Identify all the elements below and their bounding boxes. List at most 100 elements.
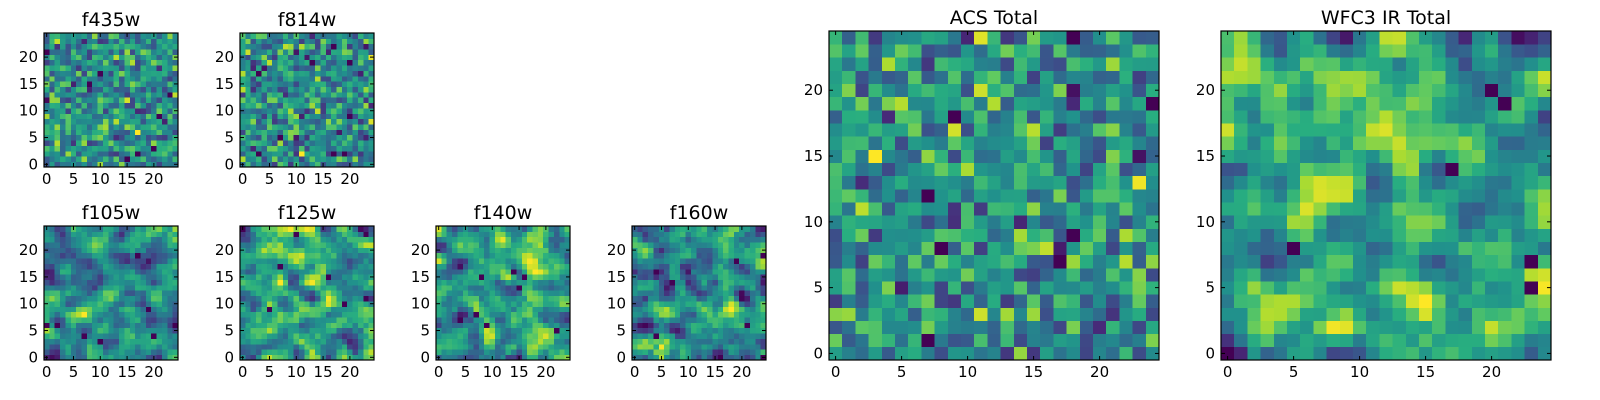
heatmap-cell xyxy=(696,231,703,238)
heatmap-cell xyxy=(690,284,697,291)
heatmap-cell xyxy=(357,49,364,55)
heatmap-cell xyxy=(961,281,975,295)
heatmap-cell xyxy=(478,343,485,350)
heatmap-cell xyxy=(1093,241,1107,256)
heatmap-cell xyxy=(282,252,289,259)
heatmap-cell xyxy=(457,268,464,275)
heatmap-cell xyxy=(489,333,496,339)
heatmap-cell xyxy=(1145,281,1160,295)
heatmap-cell xyxy=(1273,188,1288,203)
heatmap-cell xyxy=(895,294,909,308)
heatmap-cell xyxy=(129,134,136,141)
heatmap-cell xyxy=(266,327,273,334)
heatmap-cell xyxy=(298,284,305,291)
heatmap-cell xyxy=(484,274,490,280)
heatmap-cell xyxy=(352,81,359,87)
heatmap-cell xyxy=(755,322,762,329)
heatmap-cell xyxy=(829,294,843,308)
heatmap-cell xyxy=(1132,294,1147,308)
heatmap-cell xyxy=(484,354,490,361)
y-tick-label: 5 xyxy=(28,129,38,147)
heatmap-cell xyxy=(500,284,507,291)
heatmap-cell xyxy=(947,123,962,137)
heatmap-cell xyxy=(151,290,157,297)
heatmap-cell xyxy=(468,247,474,254)
heatmap-cell xyxy=(749,295,756,302)
heatmap-cell xyxy=(272,91,278,98)
heatmap-cell xyxy=(272,140,278,146)
heatmap-cell xyxy=(1027,188,1041,203)
heatmap-cell xyxy=(250,91,257,98)
heatmap-cell xyxy=(1119,149,1133,163)
heatmap-cell xyxy=(76,349,82,356)
heatmap-cell xyxy=(1040,346,1054,361)
heatmap-cell xyxy=(315,306,321,313)
heatmap-cell xyxy=(250,354,257,361)
heatmap-cell xyxy=(135,38,141,45)
heatmap-cell xyxy=(669,284,676,291)
heatmap-cell xyxy=(489,242,496,248)
heatmap-cell xyxy=(368,156,375,163)
heatmap-cell xyxy=(755,242,762,248)
heatmap-cell xyxy=(65,322,72,329)
heatmap-cell xyxy=(167,242,174,248)
heatmap-cell xyxy=(755,317,762,323)
heatmap-cell xyxy=(1093,136,1107,150)
heatmap-cell xyxy=(44,118,50,125)
heatmap-cell xyxy=(368,306,375,313)
heatmap-cell xyxy=(947,188,962,203)
heatmap-cell xyxy=(368,140,375,146)
heatmap-cell xyxy=(156,279,163,286)
heatmap-cell xyxy=(97,263,104,270)
heatmap-cell xyxy=(436,252,442,259)
heatmap-cell xyxy=(680,279,686,286)
heatmap-cell xyxy=(97,102,104,109)
heatmap-cell xyxy=(240,145,246,152)
heatmap-cell xyxy=(881,70,896,85)
heatmap-cell xyxy=(462,306,469,313)
heatmap-cell xyxy=(293,140,300,146)
heatmap-cell xyxy=(728,343,735,350)
heatmap-cell xyxy=(288,268,294,275)
heatmap-cell xyxy=(161,284,168,291)
heatmap-cell xyxy=(315,338,321,345)
heatmap-cell xyxy=(129,295,136,302)
heatmap-cell xyxy=(54,258,61,264)
heatmap-cell xyxy=(70,333,77,339)
y-tick-label: 5 xyxy=(616,322,626,340)
heatmap-cell xyxy=(44,86,50,93)
heatmap-cell xyxy=(1273,333,1288,348)
heatmap-cell xyxy=(298,75,305,82)
heatmap-cell xyxy=(446,274,453,280)
heatmap-cell xyxy=(86,113,93,120)
heatmap-cell xyxy=(102,258,109,264)
heatmap-cell xyxy=(527,236,533,243)
heatmap-cell xyxy=(92,258,98,264)
heatmap-cell xyxy=(282,295,289,302)
heatmap-cell xyxy=(755,306,762,313)
heatmap-cell xyxy=(97,81,104,87)
heatmap-cell xyxy=(505,354,512,361)
heatmap-cell xyxy=(1145,333,1160,348)
heatmap-cell xyxy=(537,354,544,361)
heatmap-cell xyxy=(829,215,843,229)
heatmap-cell xyxy=(1537,175,1552,190)
heatmap-cell xyxy=(124,263,131,270)
heatmap-cell xyxy=(648,252,654,259)
heatmap-cell xyxy=(92,279,98,286)
heatmap-cell xyxy=(352,59,359,66)
heatmap-cell xyxy=(690,263,697,270)
heatmap-cell xyxy=(1145,228,1160,242)
heatmap-cell xyxy=(156,322,163,329)
heatmap-cell xyxy=(664,333,670,339)
heatmap-cell xyxy=(86,70,93,77)
heatmap-cell xyxy=(1339,202,1354,216)
heatmap-cell xyxy=(76,43,82,50)
heatmap-cell xyxy=(961,149,975,163)
heatmap-cell xyxy=(357,236,364,243)
heatmap-cell xyxy=(658,284,665,291)
heatmap-cell xyxy=(1300,241,1314,256)
heatmap-cell xyxy=(81,124,88,130)
heatmap-cell xyxy=(1106,267,1120,282)
heatmap-cell xyxy=(739,338,745,345)
